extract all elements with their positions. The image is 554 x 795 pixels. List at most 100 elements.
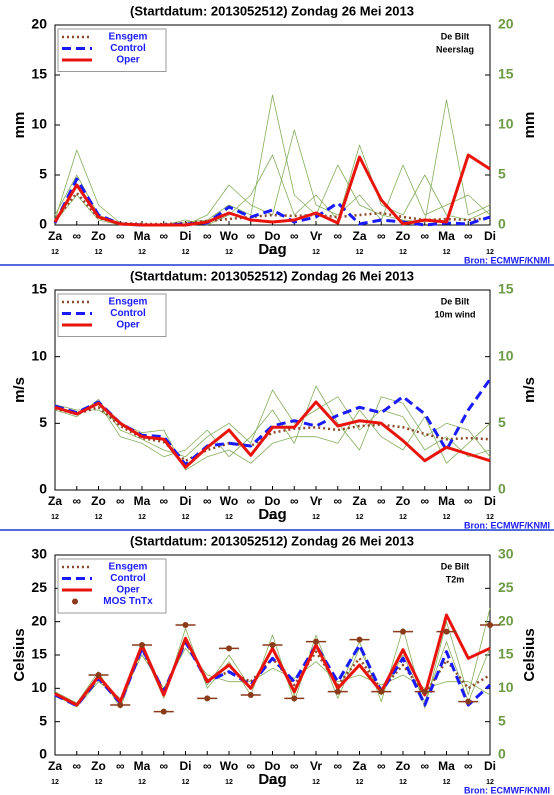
x-tick-label: Zo bbox=[91, 759, 106, 773]
y-tick-label: 15 bbox=[31, 66, 47, 82]
x-hour-label: 12 bbox=[51, 514, 59, 521]
legend-label: Ensgem bbox=[109, 297, 148, 308]
y2-tick-label: 20 bbox=[498, 16, 514, 32]
x-tick-label: Di bbox=[180, 759, 192, 773]
x-tick-label: Do bbox=[265, 494, 281, 508]
x-tick-label: Zo bbox=[396, 494, 411, 508]
legend-label: Oper bbox=[116, 55, 139, 66]
y2-tick-label: 0 bbox=[498, 216, 506, 232]
x-tick-label: Za bbox=[352, 494, 366, 508]
location-label: De Bilt bbox=[441, 296, 470, 306]
ensemble-member-line bbox=[54, 129, 491, 226]
legend-label: Oper bbox=[116, 585, 139, 596]
x-hour-label: 12 bbox=[225, 249, 233, 256]
y-tick-label: 10 bbox=[31, 116, 47, 132]
series-line bbox=[54, 400, 491, 469]
y2-tick-label: 0 bbox=[498, 746, 506, 762]
x-hour-label: 12 bbox=[356, 779, 364, 786]
x-tick-label: Di bbox=[180, 229, 192, 243]
x-tick-label: Zo bbox=[396, 759, 411, 773]
x-tick-label: ∞ bbox=[333, 229, 342, 243]
series-line bbox=[53, 153, 491, 227]
x-tick-label: ∞ bbox=[333, 494, 342, 508]
x-tick-label: ∞ bbox=[159, 229, 168, 243]
chart-title: (Startdatum: 2013052512) Zondag 26 Mei 2… bbox=[130, 3, 414, 18]
y2-tick-label: 15 bbox=[498, 646, 514, 662]
y2-tick-label: 25 bbox=[498, 579, 514, 595]
mos-point bbox=[160, 708, 167, 715]
x-tick-label: Ma bbox=[134, 229, 151, 243]
y-tick-label: 20 bbox=[31, 16, 47, 32]
ensemble-member-line bbox=[54, 389, 491, 458]
location-label: De Bilt bbox=[441, 561, 470, 571]
ensemble-member-line bbox=[54, 385, 491, 458]
mos-point bbox=[465, 698, 472, 705]
x-tick-label: Di bbox=[484, 229, 496, 243]
x-tick-label: Di bbox=[180, 494, 192, 508]
legend-box bbox=[57, 28, 167, 72]
legend-label: MOS TnTx bbox=[103, 596, 153, 607]
x-hour-label: 12 bbox=[443, 514, 451, 521]
x-tick-label: ∞ bbox=[203, 494, 212, 508]
chart-title: (Startdatum: 2013052512) Zondag 26 Mei 2… bbox=[130, 533, 414, 548]
x-tick-label: ∞ bbox=[159, 494, 168, 508]
y2-tick-label: 5 bbox=[498, 166, 506, 182]
y-tick-label: 15 bbox=[31, 646, 47, 662]
mos-point bbox=[487, 622, 493, 628]
x-hour-label: 12 bbox=[356, 514, 364, 521]
x-hour-label: 12 bbox=[312, 249, 320, 256]
x-hour-label: 12 bbox=[269, 249, 277, 256]
y-axis-label: m/s bbox=[11, 377, 28, 403]
ensemble-member-line bbox=[54, 144, 491, 226]
y2-tick-label: 5 bbox=[498, 712, 506, 728]
variable-label: 10m wind bbox=[434, 309, 475, 319]
x-tick-label: ∞ bbox=[290, 759, 299, 773]
y2-tick-label: 5 bbox=[498, 414, 506, 430]
y-tick-label: 0 bbox=[39, 481, 47, 497]
x-hour-label: 12 bbox=[138, 249, 146, 256]
y2-tick-label: 20 bbox=[498, 612, 514, 628]
mos-point bbox=[204, 695, 211, 702]
legend-box bbox=[57, 293, 167, 337]
x-tick-label: Za bbox=[48, 229, 62, 243]
x-axis-label: Dag bbox=[258, 771, 286, 788]
x-tick-label: ∞ bbox=[377, 759, 386, 773]
x-hour-label: 12 bbox=[399, 249, 407, 256]
x-tick-label: ∞ bbox=[246, 494, 255, 508]
mos-point bbox=[117, 702, 124, 708]
y2-tick-label: 10 bbox=[498, 347, 514, 363]
x-tick-label: Zo bbox=[91, 229, 106, 243]
y-tick-label: 5 bbox=[39, 712, 47, 728]
x-tick-label: Di bbox=[484, 494, 496, 508]
x-hour-label: 12 bbox=[486, 779, 494, 786]
x-tick-label: ∞ bbox=[203, 759, 212, 773]
legend-label: Control bbox=[110, 43, 146, 54]
y-tick-label: 0 bbox=[39, 216, 47, 232]
mos-point bbox=[269, 642, 276, 648]
x-hour-label: 12 bbox=[182, 779, 190, 786]
y-tick-label: 0 bbox=[39, 746, 47, 762]
mos-point bbox=[313, 638, 319, 645]
legend-label: Ensgem bbox=[109, 32, 148, 43]
x-tick-label: ∞ bbox=[72, 759, 81, 773]
y-tick-label: 10 bbox=[31, 679, 47, 695]
y-tick-label: 10 bbox=[31, 347, 47, 363]
x-hour-label: 12 bbox=[399, 779, 407, 786]
x-hour-label: 12 bbox=[95, 249, 103, 256]
x-tick-label: ∞ bbox=[246, 229, 255, 243]
source-label: Bron: ECMWF/KNMI bbox=[464, 255, 550, 265]
x-tick-label: Do bbox=[265, 229, 281, 243]
mos-point bbox=[95, 672, 102, 678]
y-tick-label: 25 bbox=[31, 579, 47, 595]
x-axis-label: Dag bbox=[258, 241, 286, 258]
y-tick-label: 15 bbox=[31, 281, 47, 297]
y2-axis-label: Celsius bbox=[521, 628, 538, 681]
x-hour-label: 12 bbox=[486, 249, 494, 256]
x-hour-label: 12 bbox=[95, 514, 103, 521]
x-tick-label: Zo bbox=[396, 229, 411, 243]
mos-point bbox=[182, 622, 189, 628]
x-tick-label: Wo bbox=[220, 494, 238, 508]
variable-label: T2m bbox=[446, 574, 465, 584]
chart-title: (Startdatum: 2013052512) Zondag 26 Mei 2… bbox=[130, 268, 414, 283]
x-hour-label: 12 bbox=[95, 779, 103, 786]
